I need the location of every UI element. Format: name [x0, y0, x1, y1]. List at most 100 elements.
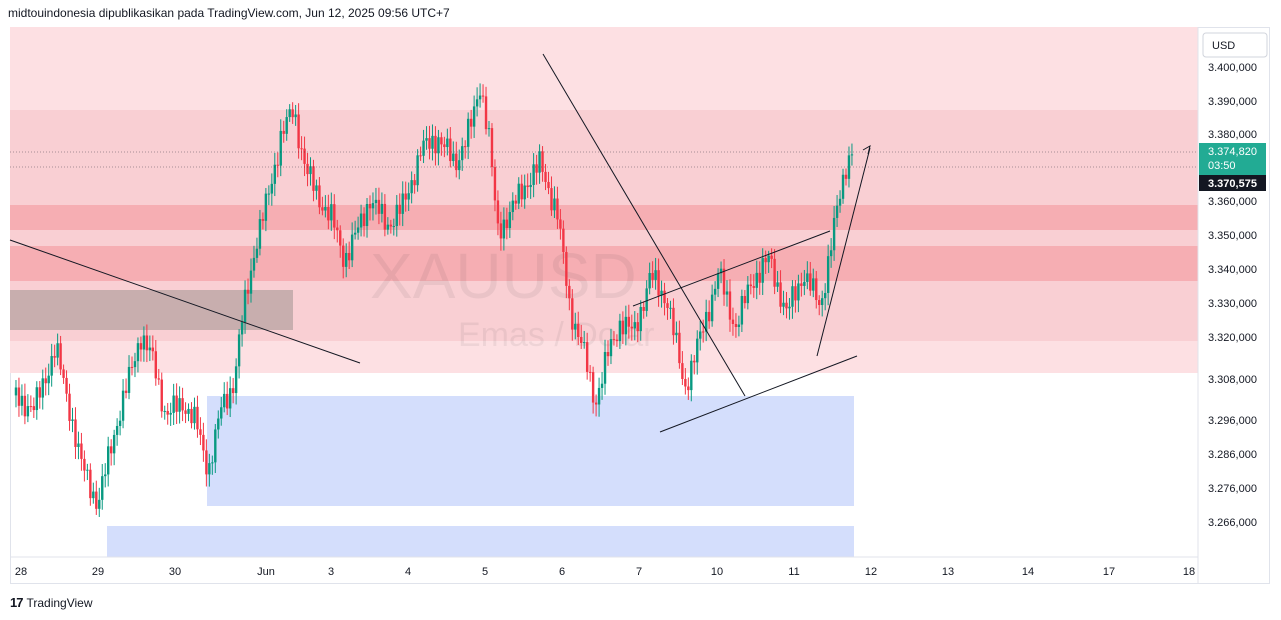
candle-body: [594, 402, 598, 405]
price-tick-label: 3.380,000: [1208, 129, 1257, 141]
candle-body: [606, 352, 610, 357]
candle-body: [237, 334, 241, 367]
candle-body: [86, 469, 89, 471]
candle-body: [826, 256, 830, 294]
candle-body: [615, 339, 619, 342]
candle-body: [612, 339, 616, 341]
candles-layer: [14, 83, 854, 517]
candle-body: [583, 342, 586, 344]
time-tick-label: 10: [711, 566, 723, 578]
candle-body: [490, 128, 494, 168]
tradingview-brand: TradingView: [26, 595, 93, 610]
candle-body: [838, 198, 842, 206]
candle-body: [410, 180, 413, 194]
candle-body: [847, 155, 851, 179]
candle-body: [199, 429, 202, 435]
candle-body: [407, 193, 410, 200]
candle-body: [208, 463, 211, 475]
candle-body: [773, 258, 776, 287]
candle-body: [737, 324, 741, 328]
time-tick-label: Jun: [257, 566, 275, 578]
candle-body: [83, 458, 86, 471]
candle-body: [267, 193, 271, 195]
candle-body: [806, 273, 809, 282]
candle-body: [294, 114, 297, 118]
candle-body: [175, 395, 178, 412]
reference-price-value: 3.370,575: [1208, 178, 1257, 190]
candle-body: [502, 219, 506, 239]
candle-body: [77, 443, 80, 447]
candle-body: [681, 363, 684, 379]
candle-body: [699, 331, 702, 339]
candle-body: [776, 282, 779, 287]
candle-body: [353, 232, 357, 235]
candle-body: [722, 268, 726, 295]
candle-body: [437, 137, 440, 154]
candle-body: [23, 395, 27, 417]
candle-body: [389, 224, 393, 227]
candle-body: [654, 270, 657, 280]
candle-body: [249, 270, 253, 294]
candle-body: [678, 332, 681, 364]
candle-body: [734, 323, 738, 328]
candle-body: [145, 335, 149, 351]
candle-body: [371, 203, 375, 209]
candle-body: [475, 99, 479, 107]
candle-body: [636, 322, 639, 332]
time-tick-label: 12: [865, 566, 877, 578]
candle-body: [684, 378, 687, 387]
candle-body: [347, 252, 351, 261]
candle-body: [758, 272, 761, 283]
candle-body: [214, 429, 217, 463]
candle-body: [273, 164, 276, 184]
time-tick-label: 7: [636, 566, 642, 578]
demand-zone-lower: [107, 526, 854, 557]
candle-body: [252, 257, 256, 271]
candle-body: [850, 154, 854, 156]
supply-zone-strong: [10, 205, 1198, 230]
candle-body: [333, 204, 336, 228]
candle-body: [261, 219, 265, 221]
candle-body: [520, 183, 523, 200]
candle-body: [609, 339, 613, 357]
candle-body: [35, 387, 38, 411]
candle-body: [755, 272, 758, 288]
candle-body: [523, 185, 526, 200]
time-tick-label: 30: [169, 566, 181, 578]
candle-body: [443, 144, 446, 148]
current-price-value: 3.374,820: [1208, 146, 1257, 158]
currency-button[interactable]: [1202, 32, 1268, 58]
candle-body: [377, 199, 381, 214]
candle-body: [600, 383, 604, 388]
price-tick-label: 3.400,000: [1208, 62, 1257, 74]
trend-line: [542, 53, 746, 397]
candle-body: [59, 343, 62, 370]
candle-body: [434, 135, 437, 154]
price-tick-label: 3.276,000: [1208, 483, 1257, 495]
candle-body: [716, 273, 720, 289]
candle-body: [803, 281, 806, 286]
currency-label: USD: [1212, 40, 1235, 52]
candle-body: [258, 219, 262, 249]
candle-body: [127, 366, 131, 393]
candle-body: [330, 204, 333, 221]
candle-body: [603, 352, 607, 384]
demand-zone-upper: [207, 396, 854, 506]
candle-body: [648, 273, 651, 289]
candle-body: [469, 118, 473, 127]
candle-body: [181, 398, 184, 411]
candle-body: [815, 278, 818, 301]
candle-body: [618, 320, 622, 342]
candle-body: [148, 347, 152, 351]
candle-body: [38, 387, 41, 398]
candle-body: [743, 295, 747, 304]
candle-body: [154, 351, 157, 379]
tradingview-footer: 17 TradingView: [10, 595, 93, 610]
candle-body: [300, 148, 303, 150]
price-axis: USD 3.400,000 3.390,000 3.380,000 3.360,000 3…: [1197, 27, 1268, 583]
candle-body: [835, 205, 839, 218]
candle-body: [663, 290, 666, 304]
candle-body: [797, 283, 800, 301]
candle-body: [621, 320, 625, 335]
